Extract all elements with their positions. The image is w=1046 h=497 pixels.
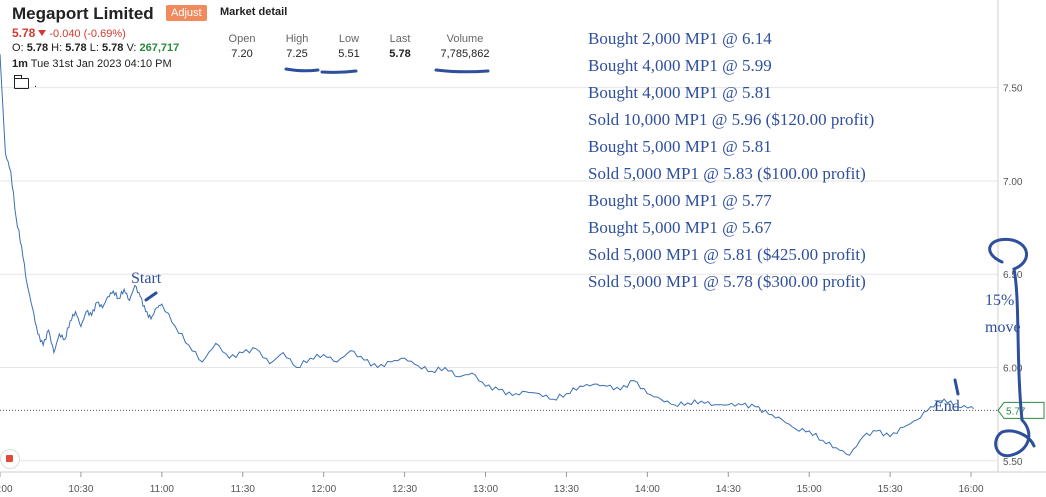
x-tick-label: 10:00 — [0, 484, 13, 495]
underline-volume — [434, 68, 490, 74]
x-tick-label: 15:30 — [878, 484, 903, 495]
start-marker — [144, 291, 158, 302]
stat-label: Volume — [446, 33, 484, 45]
underline-high — [284, 67, 320, 73]
y-tick-label: 6.00 — [1003, 364, 1023, 375]
move-word-annotation: move — [985, 319, 1021, 336]
trade-line: Bought 4,000 MP1 @ 5.99 — [588, 56, 772, 75]
trade-line: Sold 5,000 MP1 @ 5.83 ($100.00 profit) — [588, 164, 866, 183]
end-annotation: End — [934, 398, 960, 415]
last-price: 5.78 — [12, 26, 36, 40]
x-tick-label: 13:00 — [473, 484, 498, 495]
stat-label: Open — [228, 33, 256, 45]
y-tick-label: 7.00 — [1003, 177, 1023, 188]
underline-low — [320, 69, 358, 74]
folder-label: . — [34, 78, 38, 90]
stat-label: High — [285, 33, 309, 45]
trade-line: Sold 5,000 MP1 @ 5.81 ($425.00 profit) — [588, 245, 866, 264]
stat-label: Low — [338, 33, 360, 45]
handwritten-marks — [144, 67, 1036, 458]
price-change-line: 5.78 -0.040 (-0.69%) — [12, 26, 126, 40]
x-tick-label: 15:00 — [797, 484, 822, 495]
down-triangle-icon — [38, 30, 47, 36]
trade-line: Sold 10,000 MP1 @ 5.96 ($120.00 profit) — [588, 110, 875, 129]
interval-selector[interactable]: 1m — [12, 58, 28, 70]
open-value: 5.78 — [26, 42, 49, 54]
trade-line: Bought 2,000 MP1 @ 6.14 — [588, 29, 772, 48]
last-price-label: 5.77 — [1006, 406, 1026, 417]
low-value: 5.78 — [101, 42, 124, 54]
y-tick-label: 6.50 — [1003, 270, 1023, 281]
trade-line: Bought 5,000 MP1 @ 5.67 — [588, 218, 772, 237]
x-tick-label: 14:30 — [716, 484, 741, 495]
trade-line: Bought 5,000 MP1 @ 5.81 — [588, 137, 772, 156]
y-axis-ticks: 5.50 6.00 6.50 7.00 7.50 — [1003, 84, 1023, 468]
ohlc-readout: O: 5.78 H: 5.78 L: 5.78 V: 267,717 — [12, 42, 179, 54]
y-tick-label: 5.50 — [1003, 457, 1023, 468]
high-label: H: — [51, 42, 63, 54]
stat-low: Low 5.51 — [319, 33, 379, 60]
stat-value: 5.51 — [338, 48, 360, 60]
x-tick-label: 12:30 — [392, 484, 417, 495]
chart-gridlines — [0, 0, 1046, 473]
datetime: Tue 31st Jan 2023 04:10 PM — [30, 58, 172, 70]
start-annotation: Start — [131, 270, 162, 287]
folder-icon[interactable] — [14, 75, 29, 89]
low-label: L: — [89, 42, 99, 54]
x-tick-label: 11:30 — [231, 484, 256, 495]
stat-open: Open 7.20 — [212, 33, 272, 60]
stat-last: Last 5.78 — [370, 33, 430, 60]
end-marker — [953, 378, 960, 396]
move-percent-annotation: 15% — [985, 292, 1015, 309]
stat-value: 5.78 — [389, 48, 411, 60]
trade-line: Bought 5,000 MP1 @ 5.77 — [588, 191, 772, 210]
trade-line: Bought 4,000 MP1 @ 5.81 — [588, 83, 772, 102]
stat-label: Last — [389, 33, 411, 45]
move-bracket — [988, 237, 1036, 458]
stat-value: 7.20 — [231, 48, 253, 60]
trade-line: Sold 5,000 MP1 @ 5.78 ($300.00 profit) — [588, 272, 866, 291]
volume-value: 267,717 — [139, 42, 180, 54]
x-tick-label: 11:00 — [150, 484, 175, 495]
interval-line: 1m Tue 31st Jan 2023 04:10 PM — [12, 58, 172, 70]
x-tick-label: 10:30 — [68, 484, 93, 495]
flag-icon[interactable] — [0, 449, 20, 469]
price-series-line — [0, 54, 974, 456]
open-label: O: — [12, 42, 24, 54]
stock-title: Megaport Limited — [12, 4, 154, 23]
x-tick-label: 14:00 — [635, 484, 660, 495]
x-axis-ticks: 10:00 10:30 11:00 11:30 12:00 12:30 13:00 13:30… — [0, 472, 984, 495]
x-tick-label: 16:00 — [959, 484, 984, 495]
stat-value: 7,785,862 — [440, 48, 490, 60]
x-tick-label: 12:00 — [311, 484, 336, 495]
market-detail-link[interactable]: Market detail — [220, 6, 288, 18]
stat-high: High 7.25 — [267, 33, 327, 60]
stat-value: 7.25 — [286, 48, 308, 60]
adjust-button[interactable]: Adjust — [166, 5, 207, 21]
x-tick-label: 13:30 — [554, 484, 579, 495]
volume-label: V: — [126, 42, 137, 54]
high-value: 5.78 — [65, 42, 87, 54]
price-change: -0.040 (-0.69%) — [49, 28, 126, 40]
y-tick-label: 7.50 — [1003, 84, 1023, 95]
stat-volume: Volume 7,785,862 — [435, 33, 495, 60]
